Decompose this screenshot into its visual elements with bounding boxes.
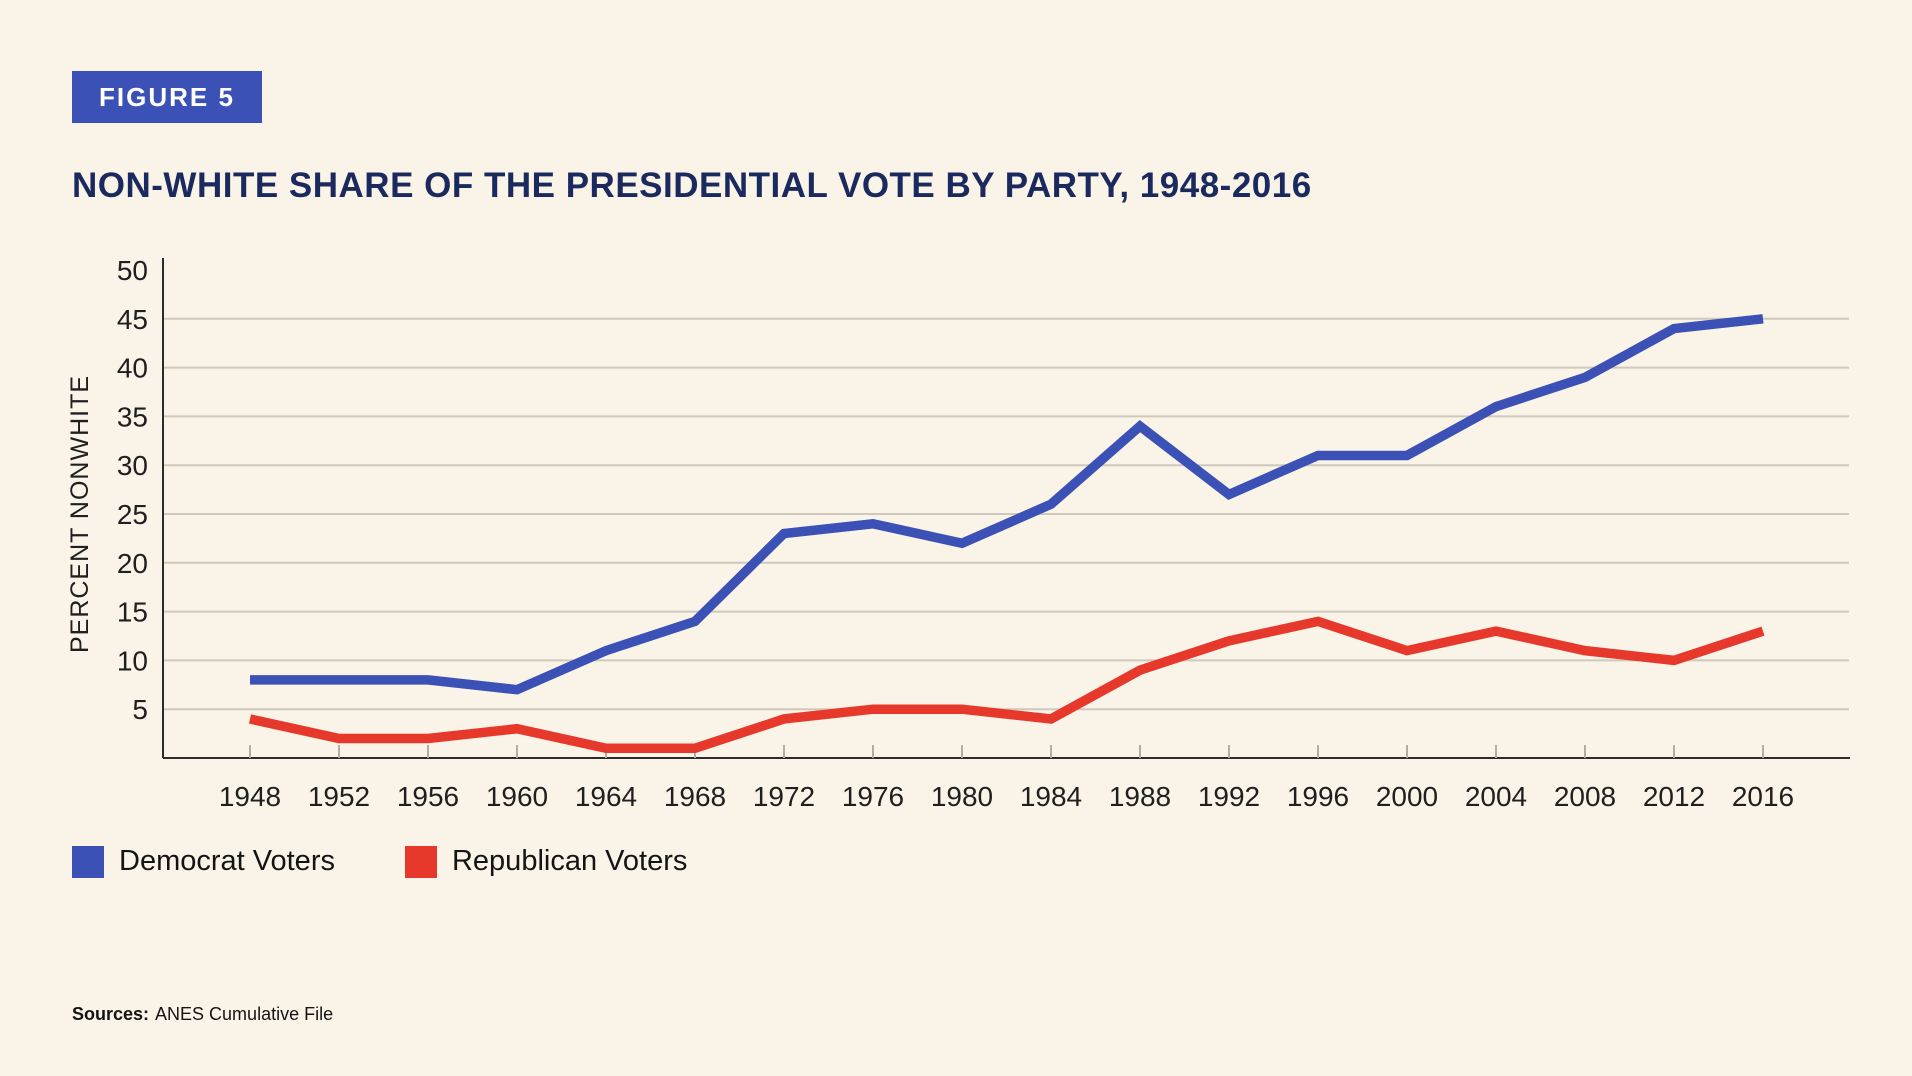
- x-tick-label-1992: 1992: [1198, 781, 1260, 812]
- legend-swatch-republican: [404, 845, 437, 878]
- legend-label-democrat: Democrat Voters: [119, 845, 335, 877]
- y-tick-label-40: 40: [117, 353, 148, 384]
- x-tick-label-2016: 2016: [1732, 781, 1794, 812]
- y-tick-label-15: 15: [117, 597, 148, 628]
- y-tick-label-5: 5: [132, 694, 148, 725]
- sources-text: ANES Cumulative File: [155, 1004, 334, 1024]
- x-tick-label-2012: 2012: [1643, 781, 1705, 812]
- x-tick-label-1952: 1952: [308, 781, 370, 812]
- x-tick-label-2004: 2004: [1465, 781, 1527, 812]
- chart-title: NON-WHITE SHARE OF THE PRESIDENTIAL VOTE…: [72, 166, 1312, 205]
- series-line-democrat-voters: [250, 314, 1764, 695]
- legend: Democrat Voters Republican Voters: [72, 845, 687, 878]
- sources-label: Sources:: [72, 1004, 150, 1024]
- y-tick-label-30: 30: [117, 450, 148, 481]
- figure-badge-label: FIGURE 5: [99, 82, 235, 112]
- y-tick-label-50: 50: [117, 255, 148, 286]
- x-tick-label-1976: 1976: [842, 781, 904, 812]
- x-tick-label-1972: 1972: [753, 781, 815, 812]
- y-tick-label-10: 10: [117, 645, 148, 676]
- legend-item-republican: Republican Voters: [404, 845, 688, 878]
- x-tick-label-2000: 2000: [1376, 781, 1438, 812]
- y-axis-title: PERCENT NONWHITE: [66, 375, 94, 653]
- legend-swatch-democrat: [72, 845, 104, 878]
- x-tick-label-1988: 1988: [1109, 781, 1171, 812]
- sources-note: Sources: ANES Cumulative File: [72, 1004, 333, 1025]
- series-line-republican-voters: [248, 616, 1765, 753]
- x-tick-label-1948: 1948: [219, 781, 281, 812]
- legend-item-democrat: Democrat Voters: [72, 845, 335, 878]
- y-tick-label-35: 35: [117, 401, 148, 432]
- y-tick-label-45: 45: [117, 304, 148, 335]
- x-tick-label-1984: 1984: [1020, 781, 1082, 812]
- x-tick-label-1968: 1968: [664, 781, 726, 812]
- legend-label-republican: Republican Voters: [451, 845, 688, 877]
- x-tick-label-1996: 1996: [1287, 781, 1349, 812]
- x-tick-label-1956: 1956: [397, 781, 459, 812]
- x-tick-label-1964: 1964: [575, 781, 637, 812]
- figure-badge: FIGURE 5: [72, 71, 262, 123]
- y-tick-label-25: 25: [117, 499, 148, 530]
- x-tick-label-1960: 1960: [486, 781, 548, 812]
- x-tick-label-1980: 1980: [931, 781, 993, 812]
- y-tick-label-20: 20: [117, 548, 148, 579]
- x-tick-label-2008: 2008: [1554, 781, 1616, 812]
